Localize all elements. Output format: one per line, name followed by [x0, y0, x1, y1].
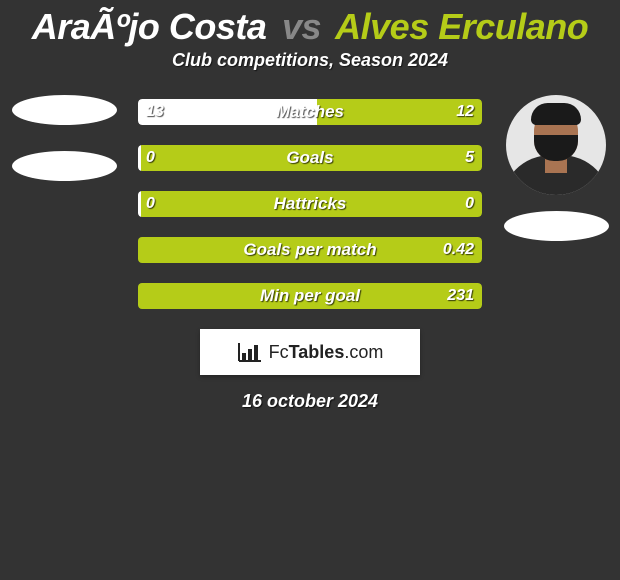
brand-text: FcTables.com: [269, 342, 384, 363]
player1-name: AraÃºjo Costa: [32, 6, 267, 47]
player1-club-badge-2: [12, 151, 117, 181]
brand-main: Tables: [289, 342, 345, 362]
comparison-infographic: AraÃºjo Costa vs Alves Erculano Club com…: [0, 6, 620, 412]
vs-label: vs: [282, 6, 321, 47]
stat-value-right: 0: [465, 191, 474, 217]
stat-value-left: 0: [146, 145, 155, 171]
brand-prefix: Fc: [269, 342, 289, 362]
stat-row: Min per goal231: [138, 283, 482, 309]
player1-club-badge-1: [12, 95, 117, 125]
footer-date: 16 october 2024: [0, 391, 620, 412]
stat-label: Goals: [138, 145, 482, 171]
branding-badge: FcTables.com: [200, 329, 420, 375]
subtitle: Club competitions, Season 2024: [0, 50, 620, 71]
player2-club-badge: [504, 211, 609, 241]
player2-photo-column: [496, 95, 616, 241]
brand-suffix: .com: [344, 342, 383, 362]
stat-label: Matches: [138, 99, 482, 125]
stat-value-right: 231: [447, 283, 474, 309]
title: AraÃºjo Costa vs Alves Erculano: [0, 6, 620, 48]
stat-value-left: 0: [146, 191, 155, 217]
player2-avatar: [506, 95, 606, 195]
stat-row: Matches13 12: [138, 99, 482, 125]
stat-value-right: 0.42: [443, 237, 474, 263]
stat-row: Goals per match0.42: [138, 237, 482, 263]
stat-row: Goals0 5: [138, 145, 482, 171]
stat-value-right: 12: [456, 99, 474, 125]
stat-value-right: 5: [465, 145, 474, 171]
stat-label: Goals per match: [138, 237, 482, 263]
stat-label: Min per goal: [138, 283, 482, 309]
player1-photo-column: [4, 95, 124, 181]
stats-area: Matches1312Goals05Hattricks00Goals per m…: [0, 99, 620, 412]
player2-name: Alves Erculano: [335, 6, 588, 47]
stat-bars: Matches1312Goals05Hattricks00Goals per m…: [138, 99, 482, 309]
stat-row: Hattricks0 0: [138, 191, 482, 217]
bar-chart-icon: [237, 341, 263, 363]
stat-label: Hattricks: [138, 191, 482, 217]
stat-value-left: 13: [146, 99, 164, 125]
